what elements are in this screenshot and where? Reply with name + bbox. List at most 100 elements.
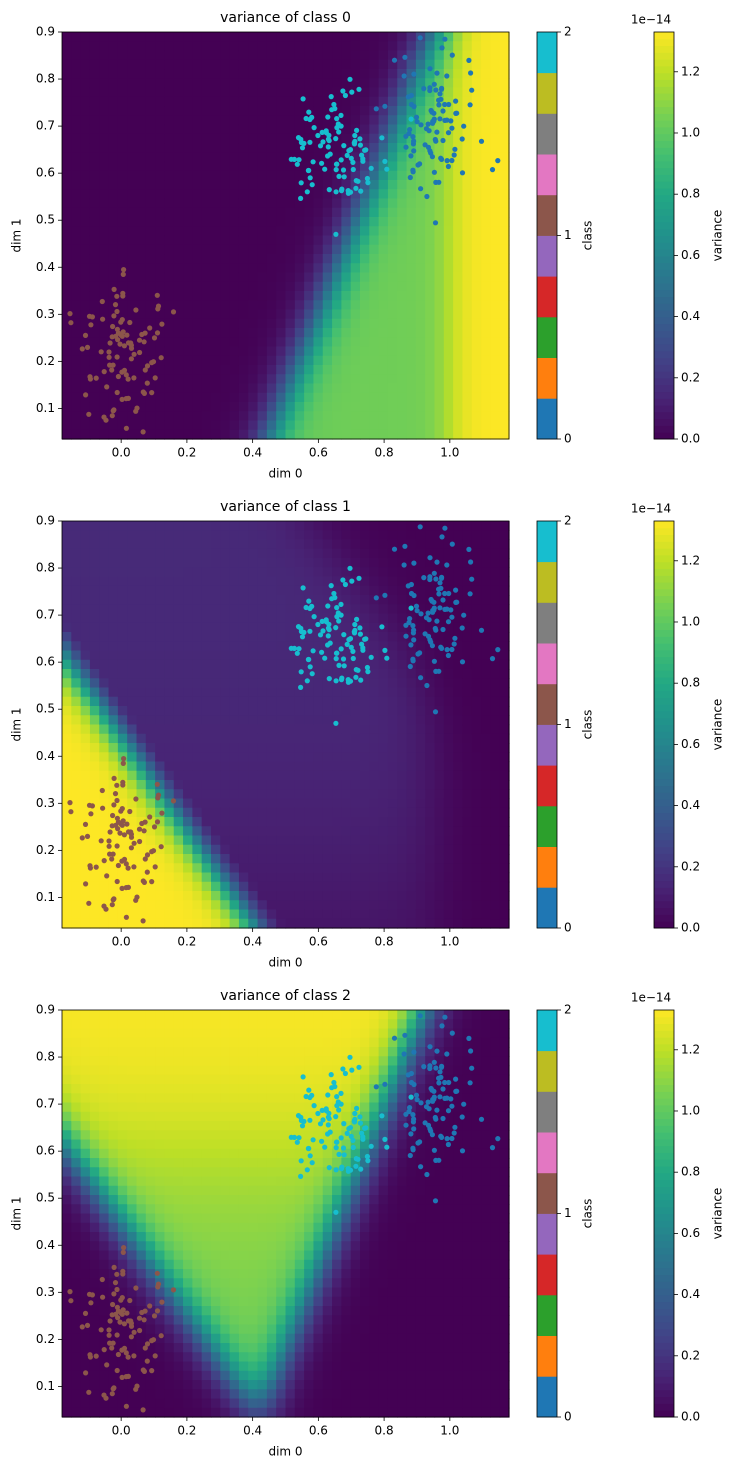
heatmap-cell [136,133,147,144]
heatmap-cell [257,272,268,283]
heatmap-cell [294,891,305,901]
heatmap-cell [387,69,398,79]
heatmap-cell [397,346,408,357]
heatmap-cell [229,752,240,763]
heatmap-cell [173,402,184,412]
scatter-point-class-2 [317,632,324,638]
heatmap-cell [89,392,100,403]
heatmap-cell [285,724,296,735]
heatmap-cell [471,263,482,274]
scatter-point-class-1 [125,395,131,401]
heatmap-cell [99,272,110,283]
heatmap-cell [313,659,324,670]
heatmap-cell [238,244,249,255]
heatmap-cell [453,152,464,163]
heatmap-cell [108,32,119,42]
heatmap-cell [238,687,249,698]
heatmap-cell [350,789,361,800]
heatmap-cell [248,706,259,716]
heatmap-cell [490,59,501,70]
heatmap-cell [471,604,482,615]
heatmap-cell [341,365,352,375]
heatmap-cell [173,807,184,818]
heatmap-cell [211,650,221,661]
heatmap-cell [80,576,91,587]
heatmap-cell [294,106,305,116]
heatmap-cell [369,863,380,874]
heatmap-cell [462,254,473,264]
heatmap-cell [360,678,370,689]
heatmap-cell [211,41,221,52]
heatmap-cell [387,429,398,440]
heatmap-cell [276,161,287,172]
heatmap-cell [127,235,138,246]
heatmap-cell [304,365,315,375]
heatmap-cell [322,281,333,292]
heatmap-cell [220,613,231,624]
heatmap-cell [378,235,389,246]
heatmap-cell [294,143,305,153]
heatmap-cell [369,355,380,366]
heatmap-cell [322,678,333,689]
scatter-point-class-1 [99,787,105,794]
heatmap-cell [406,530,417,541]
heatmap-cell [201,365,212,375]
heatmap-cell [322,530,333,541]
scatter-point-class-1 [128,834,135,840]
heatmap-cell [238,392,249,403]
heatmap-cell [136,539,147,550]
heatmap-cell [257,337,268,348]
heatmap-cell [332,392,342,403]
scatter-point-class-0 [414,119,420,125]
heatmap-cell [294,650,305,661]
heatmap-cell [71,263,82,274]
scatter-point-class-2 [323,617,329,623]
scatter-point-class-1 [117,830,123,836]
heatmap-cell [238,891,249,901]
heatmap-cell [360,318,370,329]
heatmap-cell [201,715,212,726]
heatmap-cell [425,337,436,348]
heatmap-cell [155,78,166,89]
scatter-point-class-1 [101,858,107,864]
scatter-point-class-1 [123,425,129,431]
heatmap-cell [471,198,482,209]
scatter-point-class-2 [315,621,321,628]
heatmap-cell [238,678,249,689]
heatmap-cell [99,807,110,818]
heatmap-cell [434,632,445,642]
heatmap-cell [350,530,361,541]
scatter-point-class-0 [373,595,379,601]
scatter-point-class-1 [154,781,160,787]
heatmap-cell [415,872,426,883]
scatter-point-class-0 [452,146,458,152]
heatmap-cell [322,207,333,218]
heatmap-cell [406,374,417,385]
heatmap-cell [443,346,454,357]
heatmap-cell [127,641,138,652]
heatmap-cell [387,548,398,559]
heatmap-cell [387,826,398,837]
heatmap-cell [183,798,193,809]
heatmap-cell [332,881,342,892]
heatmap-cell [238,817,249,827]
heatmap-cell [173,687,184,698]
heatmap-cell [164,826,175,837]
heatmap-cell [108,706,119,716]
heatmap-cell [127,835,138,846]
heatmap-cell [117,891,128,901]
heatmap-cell [80,41,91,52]
heatmap-cell [471,881,482,892]
heatmap-cell [62,595,72,605]
heatmap-cell [183,696,193,707]
variance-color-step [654,418,674,426]
heatmap-cell [211,143,221,153]
scatter-point-class-0 [444,73,450,79]
scatter-point-class-2 [309,182,315,188]
heatmap-cell [350,32,361,42]
heatmap-cell [220,254,231,264]
heatmap-cell [481,641,491,652]
heatmap-cell [453,337,464,348]
heatmap-cell [89,743,100,753]
heatmap-cell [266,687,277,698]
